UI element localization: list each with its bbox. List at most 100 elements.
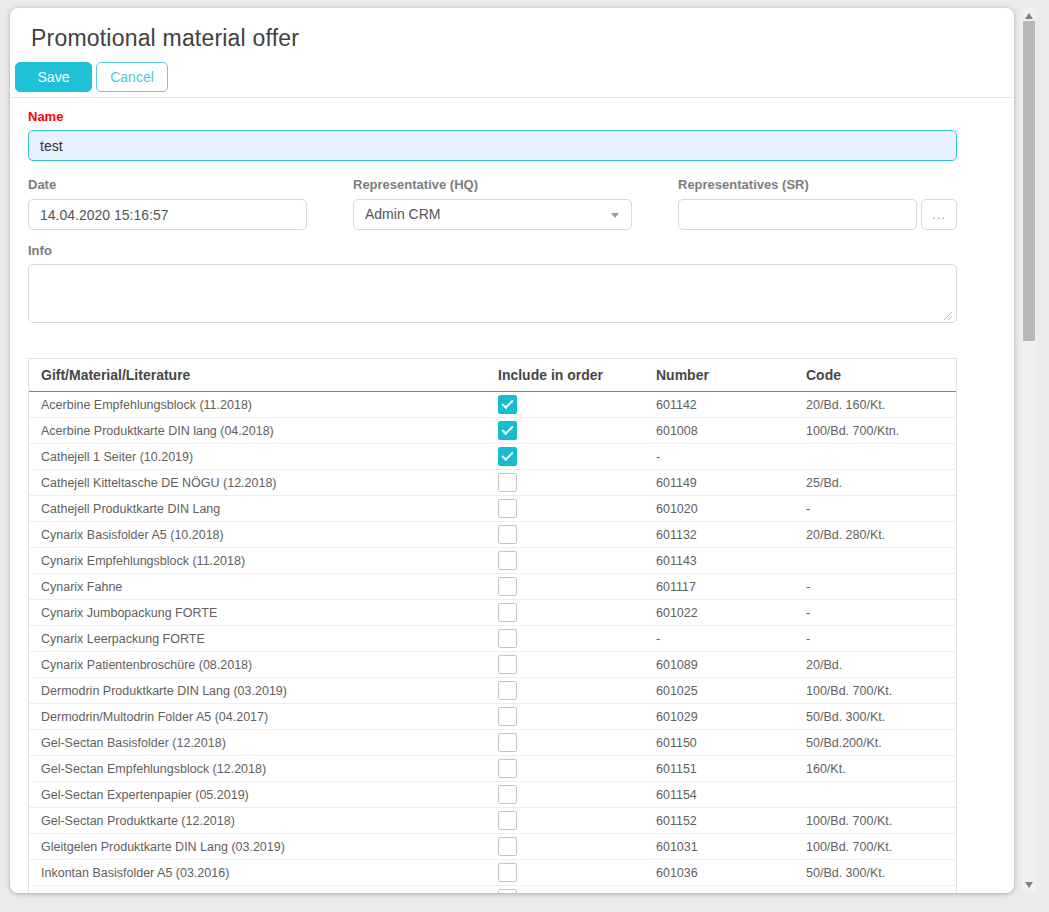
number-value: 601143 [656, 554, 806, 568]
table-row: Cathejell 1 Seiter (10.2019)- [29, 444, 956, 470]
include-in-order-checkbox[interactable] [498, 603, 517, 622]
include-in-order-checkbox[interactable] [498, 889, 517, 893]
include-in-order-cell [498, 785, 656, 804]
number-value: 601036 [656, 866, 806, 880]
name-input[interactable] [28, 130, 957, 161]
number-value: 601029 [656, 710, 806, 724]
include-in-order-checkbox[interactable] [498, 551, 517, 570]
include-in-order-checkbox[interactable] [498, 577, 517, 596]
number-value: 601154 [656, 788, 806, 802]
table-row: Cynarix Jumbopackung FORTE 601022- [29, 600, 956, 626]
include-in-order-cell [498, 733, 656, 752]
include-in-order-cell [498, 759, 656, 778]
number-value: 601020 [656, 502, 806, 516]
code-value: 20/Bd. 160/Kt. [806, 398, 956, 412]
number-value: 601089 [656, 658, 806, 672]
table-row: Gel-Sectan Expertenpapier (05.2019)60115… [29, 782, 956, 808]
include-in-order-checkbox[interactable] [498, 733, 517, 752]
number-value: 601117 [656, 580, 806, 594]
info-label: Info [28, 243, 52, 258]
include-in-order-checkbox[interactable] [498, 421, 517, 440]
table-row: Gel-Sectan Empfehlungsblock (12.2018)601… [29, 756, 956, 782]
code-value: 100/Bd. 700/Kt. [806, 684, 956, 698]
table-row: Cynarix Basisfolder A5 (10.2018)60113220… [29, 522, 956, 548]
include-in-order-cell [498, 811, 656, 830]
date-input[interactable] [28, 199, 307, 230]
gift-material-literature-value: Gleitgelen Produktkarte DIN Lang (03.201… [29, 840, 498, 854]
scroll-down-icon[interactable] [1025, 882, 1033, 888]
code-value: 100/Bd. 700/Ktn. [806, 424, 956, 438]
code-value: - [806, 580, 956, 594]
scroll-up-icon[interactable] [1025, 13, 1033, 19]
column-header-number: Number [656, 367, 806, 383]
include-in-order-checkbox[interactable] [498, 525, 517, 544]
cancel-button[interactable]: Cancel [96, 62, 168, 92]
gift-material-table: Gift/Material/Literature Include in orde… [28, 358, 957, 893]
number-value: 601022 [656, 606, 806, 620]
include-in-order-checkbox[interactable] [498, 863, 517, 882]
gift-material-literature-value: Cathejell Kitteltasche DE NÖGU (12.2018) [29, 476, 498, 490]
include-in-order-checkbox[interactable] [498, 395, 517, 414]
include-in-order-cell [498, 499, 656, 518]
gift-material-literature-value: Acerbine Produktkarte DIN lang (04.2018) [29, 424, 498, 438]
name-label: Name [28, 109, 63, 124]
gift-material-literature-value: Cathejell Produktkarte DIN Lang [29, 502, 498, 516]
representatives-sr-input[interactable] [678, 199, 917, 230]
representatives-sr-browse-button[interactable]: ... [921, 199, 957, 230]
include-in-order-checkbox[interactable] [498, 837, 517, 856]
include-in-order-cell [498, 603, 656, 622]
table-row [29, 886, 956, 893]
scrollbar-thumb[interactable] [1023, 21, 1035, 341]
gift-material-literature-value: Inkontan Basisfolder A5 (03.2016) [29, 866, 498, 880]
code-value: 25/Bd. [806, 476, 956, 490]
include-in-order-checkbox[interactable] [498, 655, 517, 674]
gift-material-literature-value: Gel-Sectan Empfehlungsblock (12.2018) [29, 762, 498, 776]
include-in-order-checkbox[interactable] [498, 811, 517, 830]
gift-material-literature-value: Cynarix Empfehlungsblock (11.2018) [29, 554, 498, 568]
code-value: 20/Bd. 280/Kt. [806, 528, 956, 542]
save-button[interactable]: Save [15, 62, 92, 92]
gift-material-literature-value: Cynarix Basisfolder A5 (10.2018) [29, 528, 498, 542]
include-in-order-cell [498, 863, 656, 882]
include-in-order-checkbox[interactable] [498, 499, 517, 518]
include-in-order-cell [498, 395, 656, 414]
gift-material-literature-value: Acerbine Empfehlungsblock (11.2018) [29, 398, 498, 412]
number-value: 601025 [656, 684, 806, 698]
number-value: 601152 [656, 814, 806, 828]
code-value: 20/Bd. [806, 658, 956, 672]
table-row: Inkontan Basisfolder A5 (03.2016)6010365… [29, 860, 956, 886]
page-title: Promotional material offer [31, 25, 299, 52]
number-value: - [656, 632, 806, 646]
table-row: Acerbine Empfehlungsblock (11.2018)60114… [29, 392, 956, 418]
include-in-order-cell [498, 629, 656, 648]
date-label: Date [28, 177, 56, 192]
include-in-order-checkbox[interactable] [498, 629, 517, 648]
representatives-sr-label: Representatives (SR) [678, 177, 809, 192]
representative-hq-label: Representative (HQ) [353, 177, 478, 192]
info-textarea[interactable] [28, 264, 957, 323]
include-in-order-checkbox[interactable] [498, 473, 517, 492]
table-row: Gel-Sectan Basisfolder (12.2018)60115050… [29, 730, 956, 756]
include-in-order-checkbox[interactable] [498, 707, 517, 726]
code-value: - [806, 606, 956, 620]
include-in-order-cell [498, 551, 656, 570]
vertical-scrollbar[interactable] [1022, 8, 1036, 893]
include-in-order-checkbox[interactable] [498, 759, 517, 778]
gift-material-literature-value: Cynarix Jumbopackung FORTE [29, 606, 498, 620]
table-body: Acerbine Empfehlungsblock (11.2018) 60114… [29, 392, 956, 893]
number-value: 601008 [656, 424, 806, 438]
number-value: - [656, 450, 806, 464]
include-in-order-cell [498, 889, 656, 893]
include-in-order-cell [498, 473, 656, 492]
representative-hq-select[interactable]: Admin CRM [353, 199, 632, 230]
representative-hq-selected-value: Admin CRM [365, 206, 440, 222]
include-in-order-checkbox[interactable] [498, 681, 517, 700]
include-in-order-checkbox[interactable] [498, 447, 517, 466]
include-in-order-cell [498, 525, 656, 544]
number-value: 601031 [656, 840, 806, 854]
column-header-code: Code [806, 367, 956, 383]
code-value: 50/Bd. 300/Kt. [806, 710, 956, 724]
code-value: - [806, 632, 956, 646]
include-in-order-cell [498, 421, 656, 440]
include-in-order-checkbox[interactable] [498, 785, 517, 804]
